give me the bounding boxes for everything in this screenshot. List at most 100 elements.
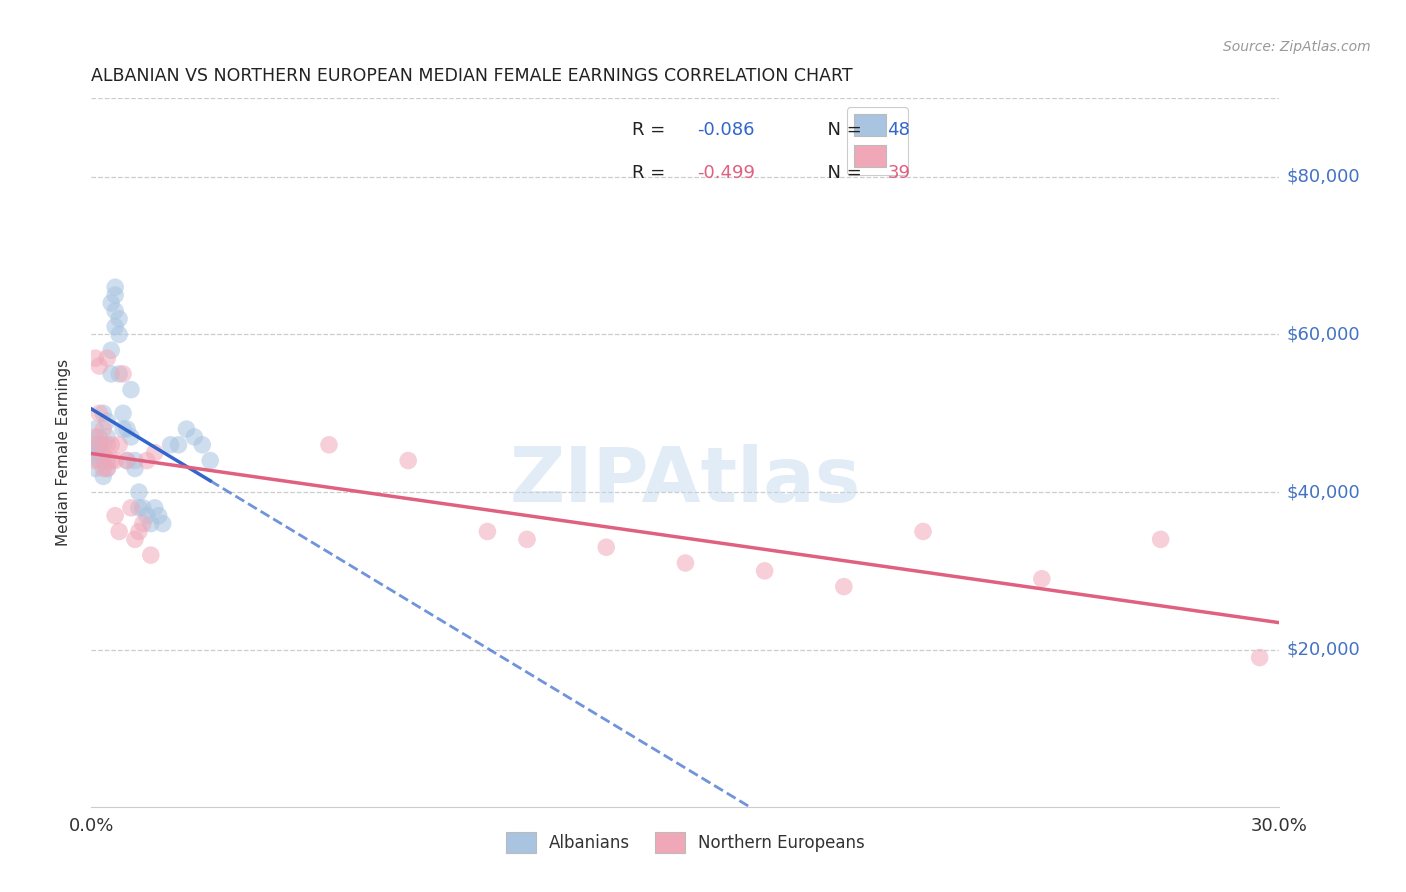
Text: ZIPAtlas: ZIPAtlas (510, 444, 860, 518)
Point (91, 453, 114, 467)
Point (143, 500, 166, 515)
Point (84, 422, 107, 436)
Point (96, 461, 118, 475)
Point (673, 556, 696, 570)
Point (91, 406, 114, 420)
Text: $60,000: $60,000 (1286, 326, 1360, 343)
Point (100, 453, 122, 467)
Point (152, 516, 174, 531)
Point (108, 327, 131, 342)
Point (89, 453, 111, 467)
Point (120, 430, 142, 444)
Point (139, 548, 162, 562)
Point (124, 533, 146, 547)
Text: $40,000: $40,000 (1286, 483, 1360, 501)
Point (104, 303, 127, 318)
Point (112, 367, 135, 381)
Text: $80,000: $80,000 (1286, 168, 1360, 186)
Legend: Albanians, Northern Europeans: Albanians, Northern Europeans (499, 825, 872, 859)
Point (91, 446, 114, 460)
Point (96, 430, 118, 444)
Point (84, 438, 107, 452)
Point (128, 500, 150, 515)
Point (104, 508, 127, 523)
Text: -0.086: -0.086 (697, 121, 755, 139)
Text: Source: ZipAtlas.com: Source: ZipAtlas.com (1223, 40, 1371, 54)
Point (318, 438, 340, 452)
Point (595, 540, 617, 554)
Point (91, 469, 114, 483)
Text: -0.499: -0.499 (697, 163, 755, 182)
Point (96, 414, 118, 428)
Point (89, 430, 111, 444)
Point (516, 533, 538, 547)
Point (104, 280, 127, 294)
Point (159, 438, 181, 452)
Point (143, 446, 166, 460)
Text: N =: N = (815, 121, 868, 139)
Point (112, 422, 135, 436)
Point (89, 438, 111, 452)
Point (115, 453, 138, 467)
Point (104, 453, 127, 467)
Point (132, 500, 155, 515)
Point (167, 438, 190, 452)
Text: R =: R = (631, 121, 671, 139)
Point (120, 383, 142, 397)
Point (100, 438, 122, 452)
Point (108, 311, 131, 326)
Point (104, 319, 127, 334)
Point (115, 422, 138, 436)
Point (124, 461, 146, 475)
Point (1031, 572, 1053, 586)
Text: 39: 39 (887, 163, 911, 182)
Point (89, 406, 111, 420)
Point (108, 367, 131, 381)
Point (911, 524, 934, 539)
Point (89, 446, 111, 460)
Point (135, 453, 157, 467)
Text: R =: R = (631, 163, 671, 182)
Text: N =: N = (815, 163, 868, 182)
Point (832, 580, 855, 594)
Text: ALBANIAN VS NORTHERN EUROPEAN MEDIAN FEMALE EARNINGS CORRELATION CHART: ALBANIAN VS NORTHERN EUROPEAN MEDIAN FEM… (91, 67, 853, 85)
Point (191, 438, 214, 452)
Point (128, 524, 150, 539)
Point (135, 508, 157, 523)
Point (96, 351, 118, 366)
Point (200, 453, 222, 467)
Point (89, 438, 111, 452)
Point (84, 453, 107, 467)
Point (100, 367, 122, 381)
Point (120, 500, 142, 515)
Point (84, 430, 107, 444)
Point (84, 446, 107, 460)
Point (754, 564, 776, 578)
Point (84, 351, 107, 366)
Point (124, 453, 146, 467)
Point (1249, 650, 1271, 665)
Point (1150, 533, 1173, 547)
Point (183, 430, 205, 444)
Text: 48: 48 (887, 121, 910, 139)
Point (96, 461, 118, 475)
Point (108, 438, 131, 452)
Point (148, 508, 170, 523)
Point (96, 453, 118, 467)
Point (100, 343, 122, 358)
Point (477, 524, 499, 539)
Point (89, 359, 111, 373)
Point (132, 516, 155, 531)
Point (96, 438, 118, 452)
Point (91, 438, 114, 452)
Point (91, 461, 114, 475)
Point (139, 516, 162, 531)
Point (108, 524, 131, 539)
Text: $20,000: $20,000 (1286, 640, 1360, 658)
Point (396, 453, 419, 467)
Point (115, 453, 138, 467)
Point (84, 461, 107, 475)
Point (176, 422, 198, 436)
Point (100, 296, 122, 310)
Y-axis label: Median Female Earnings: Median Female Earnings (56, 359, 70, 546)
